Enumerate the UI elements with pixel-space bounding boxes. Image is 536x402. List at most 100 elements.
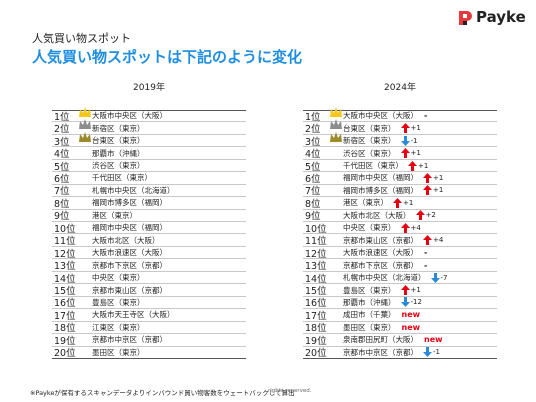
change: +2 bbox=[415, 210, 436, 221]
change: +4 bbox=[423, 235, 443, 246]
table-header: 2019年 bbox=[133, 83, 165, 93]
change-label: -7 bbox=[440, 273, 448, 282]
change: -1 bbox=[423, 347, 440, 358]
table-top-rule bbox=[303, 110, 497, 111]
place: 墨田区（東京） bbox=[343, 322, 396, 332]
arrow-down bbox=[400, 297, 410, 308]
change-label: +1 bbox=[410, 149, 421, 158]
rank-row: 9位 港区（東京） bbox=[52, 210, 246, 222]
rank: 18位 bbox=[305, 323, 327, 335]
footnote: ※Paykeが保有するスキャンデータよりインバウンド買い物客数をウェートバックし… bbox=[30, 389, 295, 397]
arrow-down bbox=[400, 135, 410, 146]
rank-row: 18位 江東区（東京） bbox=[52, 322, 246, 334]
rank: 10位 bbox=[54, 223, 76, 235]
rank: 9位 bbox=[305, 211, 321, 223]
table-top-rule bbox=[52, 110, 246, 111]
change-label: new bbox=[401, 310, 421, 320]
place: 那覇市（沖縄） bbox=[92, 148, 145, 158]
place: 成田市（千葉） bbox=[343, 310, 396, 320]
rank: 5位 bbox=[54, 161, 70, 173]
rank-row: 19位 京都市中京区（京都） bbox=[52, 334, 246, 347]
arrow-up bbox=[408, 160, 417, 171]
rank-row: 20位 墨田区（東京） bbox=[52, 347, 246, 359]
rank: 9位 bbox=[54, 211, 70, 223]
rank: 8位 bbox=[54, 198, 70, 210]
change-label: - bbox=[424, 248, 428, 258]
rank: 6位 bbox=[54, 173, 70, 185]
rank-row: 4位 渋谷区（東京） +1 bbox=[303, 147, 497, 160]
rank: 2位 bbox=[54, 124, 70, 136]
rank: 13位 bbox=[305, 261, 327, 273]
rank-row: 12位 大阪市浪速区（大阪） - bbox=[303, 247, 497, 260]
rank: 7位 bbox=[305, 186, 321, 198]
change: - bbox=[423, 248, 427, 257]
change: new bbox=[401, 310, 421, 319]
rank: 17位 bbox=[54, 310, 76, 322]
rank: 10位 bbox=[305, 223, 327, 235]
change-label: +1 bbox=[410, 124, 421, 133]
place: 港区（東京） bbox=[92, 210, 137, 220]
rank-row: 13位 京都市下京区（京都） - bbox=[303, 259, 497, 273]
change-label: +1 bbox=[433, 186, 444, 195]
place: 豊島区（東京） bbox=[92, 297, 145, 307]
place: 大阪市天王寺区（大阪） bbox=[92, 310, 175, 320]
place: 中央区（東京） bbox=[343, 223, 396, 233]
rank: 6位 bbox=[305, 173, 321, 185]
place: 大阪市浪速区（大阪） bbox=[92, 248, 167, 258]
change: +1 bbox=[400, 148, 421, 159]
rank: 20位 bbox=[54, 348, 76, 360]
rank-row: 15位 豊島区（東京） +1 bbox=[303, 284, 497, 298]
change-label: +4 bbox=[410, 223, 421, 232]
place: 渋谷区（東京） bbox=[92, 161, 145, 171]
rank-row: 8位 福岡市博多区（福岡） bbox=[52, 197, 246, 210]
rank-row: 5位 渋谷区（東京） bbox=[52, 160, 246, 173]
change-label: +1 bbox=[403, 198, 414, 207]
rank-row: 3位 新宿区（東京） -1 bbox=[303, 131, 497, 148]
place: 台東区（東京） bbox=[92, 136, 145, 146]
rank-row: 11位 京都市東山区（京都） +4 bbox=[303, 235, 497, 247]
rank-row: 10位 中央区（東京） +4 bbox=[303, 222, 497, 235]
rank-row: 7位 福岡市博多区（福岡） +1 bbox=[303, 185, 497, 197]
place: 江東区（東京） bbox=[92, 322, 145, 332]
change-label: -1 bbox=[433, 348, 440, 357]
kicker: 人気買い物スポット bbox=[32, 32, 131, 45]
arrow-up bbox=[415, 210, 425, 221]
place: 新宿区（東京） bbox=[343, 136, 396, 146]
arrow-up bbox=[400, 148, 410, 159]
rank: 12位 bbox=[54, 248, 76, 260]
crown bbox=[330, 131, 342, 142]
rank-row: 18位 墨田区（東京） new bbox=[303, 322, 497, 334]
change-label: -12 bbox=[410, 298, 422, 307]
change-label: - bbox=[424, 111, 428, 121]
change: +1 bbox=[423, 185, 444, 196]
place: 京都市下京区（京都） bbox=[343, 260, 418, 270]
rank-row: 6位 福岡市中央区（福岡） +1 bbox=[303, 172, 497, 185]
crown bbox=[79, 119, 91, 130]
rank: 4位 bbox=[54, 149, 70, 161]
rank: 16位 bbox=[305, 298, 327, 310]
rank-row: 12位 大阪市浪速区（大阪） bbox=[52, 247, 246, 260]
rank: 8位 bbox=[305, 198, 321, 210]
place: 千代田区（東京） bbox=[343, 161, 403, 171]
rank-row: 14位 中央区（東京） bbox=[52, 272, 246, 285]
change-label: new bbox=[424, 335, 443, 345]
place: 札幌市中央区（北海道） bbox=[92, 185, 175, 195]
arrow-up bbox=[423, 185, 432, 196]
change: new bbox=[401, 323, 421, 332]
change: +1 bbox=[423, 172, 443, 183]
rank-row: 4位 那覇市（沖縄） bbox=[52, 147, 246, 161]
crown bbox=[79, 131, 91, 142]
rank-row: 5位 千代田区（東京） +1 bbox=[303, 160, 497, 173]
rank-row: 20位 京都市中京区（京都） -1 bbox=[303, 347, 497, 359]
change: - bbox=[423, 261, 427, 270]
place: 札幌市中央区（北海道） bbox=[343, 273, 426, 283]
rank: 17位 bbox=[305, 310, 327, 322]
rank: 7位 bbox=[54, 186, 70, 198]
rank: 15位 bbox=[54, 286, 76, 298]
crown bbox=[330, 119, 342, 130]
logo: Payke bbox=[476, 8, 526, 26]
rank-row: 16位 豊島区（東京） bbox=[52, 297, 246, 309]
arrow-up bbox=[400, 123, 410, 134]
rank: 15位 bbox=[305, 286, 327, 298]
